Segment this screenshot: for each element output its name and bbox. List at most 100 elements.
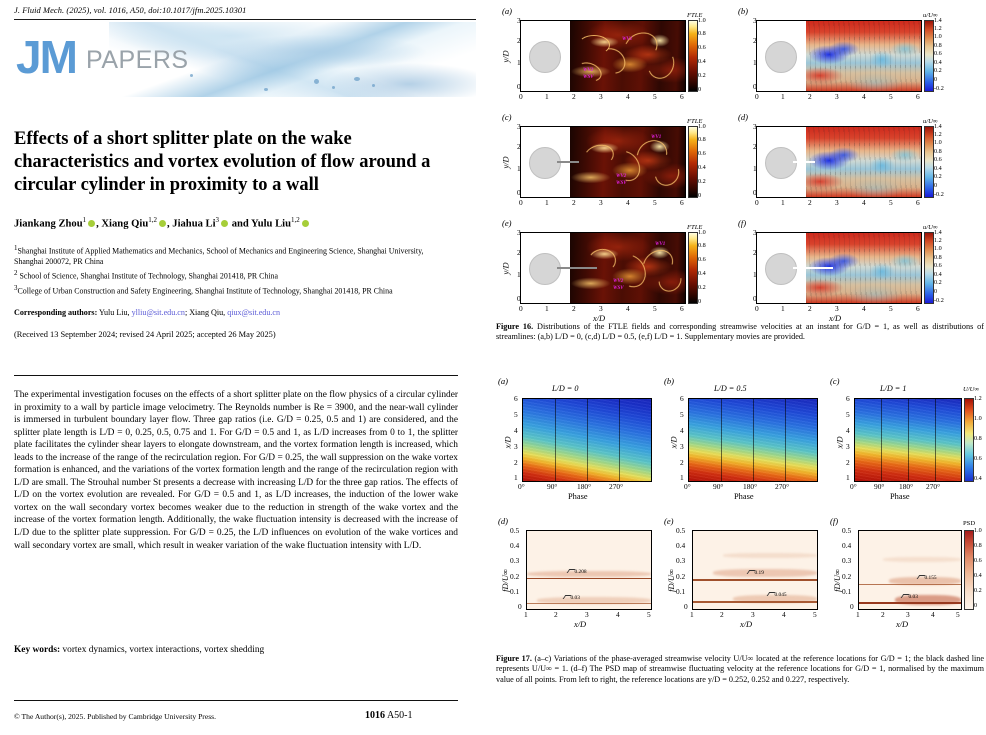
panel-label: (c) xyxy=(830,376,840,386)
x-tick: 6 xyxy=(680,92,684,101)
x-tick: 3 xyxy=(599,304,603,313)
y-tick: 0 xyxy=(517,82,521,91)
author-name: Jiankang Zhou xyxy=(14,218,83,230)
colorbar-tick: 0.4 xyxy=(934,165,942,172)
y-tick: 1 xyxy=(517,270,521,279)
streamlines-overlay xyxy=(806,127,921,197)
annotation-wv2: WV2 xyxy=(583,68,594,73)
colorbar-tick: 0.6 xyxy=(974,455,982,462)
y-tick: 0.2 xyxy=(842,572,852,581)
psd-annotation-primary: 0.19 xyxy=(746,570,764,576)
y-tick: 2 xyxy=(514,458,518,467)
y-tick: 3 xyxy=(680,442,684,451)
folio-volume: 1016 xyxy=(365,710,385,721)
figure16-panel-c: (c) y/D WV1 WV2 WSV 3 xyxy=(498,112,728,212)
droplet-icon xyxy=(264,88,268,91)
y-tick: 6 xyxy=(680,394,684,403)
x-tick: 5 xyxy=(653,198,657,207)
y-tick: 0.5 xyxy=(510,526,520,535)
x-tick: 4 xyxy=(616,610,620,619)
plot-axes xyxy=(688,398,818,482)
figure17-caption-label: Figure 17. xyxy=(496,654,532,663)
gridline xyxy=(753,399,754,481)
colorbar-ftle xyxy=(688,126,698,198)
y-tick: 0 xyxy=(517,294,521,303)
axis-label-y: x/D xyxy=(669,436,679,449)
received-dates: (Received 13 September 2024; revised 24 … xyxy=(14,330,276,339)
x-tick: 3 xyxy=(599,198,603,207)
x-tick: 180° xyxy=(577,482,592,491)
x-tick: 2 xyxy=(808,304,812,313)
x-tick: 6 xyxy=(916,198,920,207)
psd-annotation-value: 0.19 xyxy=(754,570,764,576)
axis-label-y: y/D xyxy=(501,50,511,63)
y-tick: 0.2 xyxy=(676,572,686,581)
email-link-1[interactable]: ylliu@sit.edu.cn xyxy=(131,308,185,317)
colorbar-tick: 0.8 xyxy=(698,30,706,37)
email-link-2[interactable]: qiux@sit.edu.cn xyxy=(227,308,281,317)
colorbar-title: PSD xyxy=(963,520,976,527)
colorbar-tick: 0.4 xyxy=(698,164,706,171)
colorbar-title: FTLE xyxy=(687,12,703,19)
colorbar-tick: 1.0 xyxy=(934,245,942,252)
annotation-wv2: WV2 xyxy=(613,279,624,284)
x-tick: 2 xyxy=(572,92,576,101)
x-tick: 4 xyxy=(931,610,935,619)
x-tick: 180° xyxy=(743,482,758,491)
x-tick: 3 xyxy=(835,92,839,101)
ftle-field xyxy=(570,21,685,91)
y-tick: 2 xyxy=(680,458,684,467)
orcid-icon[interactable] xyxy=(158,220,166,228)
plot-axes xyxy=(756,232,922,304)
velocity-field xyxy=(806,233,921,303)
y-tick: 2 xyxy=(753,36,757,45)
y-tick: 2 xyxy=(753,142,757,151)
figure16-panel-b: (b) 3 2 1 0 0 1 2 3 4 5 6 u xyxy=(734,6,980,106)
orcid-icon[interactable] xyxy=(301,220,309,228)
x-tick: 1 xyxy=(545,304,549,313)
colorbar-tick: 0 xyxy=(698,86,702,93)
colorbar-tick: 1.2 xyxy=(934,237,942,244)
y-tick: 0.5 xyxy=(676,526,686,535)
colorbar-tick: 0 xyxy=(698,192,702,199)
y-tick: 1 xyxy=(514,473,518,482)
streamlines-overlay xyxy=(806,21,921,91)
colorbar-tick: 0.8 xyxy=(934,148,942,155)
figure16-panel-e: (e) y/D WV1 WV2 WSV 3 xyxy=(498,218,728,330)
colorbar-tick: -0.2 xyxy=(934,297,944,304)
colorbar-tick: 0.2 xyxy=(698,72,706,79)
corresponding-label: Corresponding authors: xyxy=(14,308,98,317)
velocity-field xyxy=(806,21,921,91)
psd-map xyxy=(693,531,817,609)
psd-annotation-value: 0.208 xyxy=(574,569,587,575)
colorbar-tick: 1.0 xyxy=(974,527,982,534)
orcid-icon[interactable] xyxy=(221,220,229,228)
x-tick: 1 xyxy=(545,92,549,101)
colorbar-tick: 0.8 xyxy=(698,136,706,143)
x-tick: 4 xyxy=(782,610,786,619)
cylinder-shape xyxy=(529,253,561,285)
colorbar-tick: 1.4 xyxy=(934,229,942,236)
colorbar-tick: 0.8 xyxy=(934,254,942,261)
figure-16: (a) y/D WV1 WV2 WSV 3 xyxy=(492,0,986,323)
psd-peak-line xyxy=(527,577,651,580)
figure16-panel-f: (f) 3 2 1 0 0 1 2 3 4 5 xyxy=(734,218,980,330)
article-column: J. Fluid Mech. (2025), vol. 1016, A50, d… xyxy=(0,0,486,735)
orcid-icon[interactable] xyxy=(88,220,96,228)
droplet-icon xyxy=(190,74,193,77)
panel-label: (e) xyxy=(664,516,674,526)
panel-label: (d) xyxy=(738,112,749,122)
panel-label: (c) xyxy=(502,112,512,122)
axis-label-x: x/D xyxy=(740,620,753,629)
plot-axes xyxy=(858,530,962,610)
x-tick: 0 xyxy=(519,92,523,101)
annotation-wv1: WV1 xyxy=(622,37,633,42)
x-tick: 1 xyxy=(545,198,549,207)
annotation-wsv: WSV xyxy=(583,75,594,80)
y-tick: 3 xyxy=(517,228,521,237)
axis-label-y: y/D xyxy=(501,262,511,275)
x-tick: 2 xyxy=(881,610,885,619)
page-folio: 1016 A50-1 xyxy=(365,710,413,721)
x-tick: 6 xyxy=(916,92,920,101)
y-tick: 0.2 xyxy=(510,572,520,581)
